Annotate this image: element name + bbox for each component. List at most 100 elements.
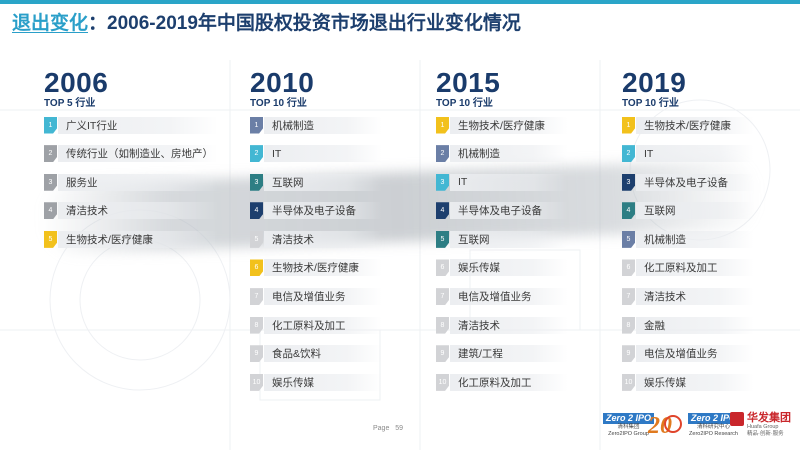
rank-badge: 5	[622, 230, 635, 248]
page-number: Page 59	[373, 425, 403, 432]
huafa-text-block: 华发集团 Huafa Group 精品·创新·服务	[747, 412, 791, 438]
industry-label: 娱乐传媒	[450, 259, 568, 277]
industry-label: 半导体及电子设备	[264, 202, 382, 220]
ranking-list: 1 广义IT行业 2 传统行业（如制造业、房地产） 3 服务业 4 清洁技术 5 生物技术…	[44, 115, 218, 249]
rank-badge: 5	[250, 230, 263, 248]
zero2ipo-logo-mark: Zero 2 IPO	[603, 413, 655, 424]
industry-label: 互联网	[264, 173, 382, 191]
rank-badge: 4	[44, 202, 57, 220]
rank-badge: 9	[250, 345, 263, 363]
rank-badge: 7	[436, 288, 449, 306]
list-item: 9 电信及增值业务	[622, 344, 754, 364]
research-logo-mark: Zero 2 IPO	[688, 413, 740, 424]
list-item: 8 清洁技术	[436, 315, 568, 335]
zero2ipo-logo-en: Zero2IPO Group	[608, 431, 649, 437]
title-separator: ：	[88, 13, 108, 34]
list-item: 6 娱乐传媒	[436, 258, 568, 278]
rank-badge: 9	[622, 345, 635, 363]
rank-badge: 8	[436, 316, 449, 334]
rank-badge: 5	[436, 230, 449, 248]
list-item: 7 电信及增值业务	[250, 287, 382, 307]
rank-badge: 10	[250, 373, 263, 391]
list-item: 4 清洁技术	[44, 201, 218, 221]
rank-badge: 2	[250, 145, 263, 163]
list-item: 1 广义IT行业	[44, 115, 218, 135]
industry-label: 服务业	[58, 173, 218, 191]
rank-badge: 10	[436, 373, 449, 391]
list-item: 2 IT	[250, 144, 382, 164]
ranking-list: 1 生物技术/医疗健康 2 IT 3 半导体及电子设备 4 互联网 5 机械制造 6 化工原…	[622, 115, 754, 392]
rank-badge: 4	[622, 202, 635, 220]
rank-badge: 8	[622, 316, 635, 334]
industry-label: IT	[450, 173, 568, 191]
rank-badge: 2	[44, 145, 57, 163]
rank-badge: 5	[44, 230, 57, 248]
ranking-list: 1 生物技术/医疗健康 2 机械制造 3 IT 4 半导体及电子设备 5 互联网 6 娱乐传…	[436, 115, 568, 392]
rank-badge: 4	[250, 202, 263, 220]
list-item: 1 生物技术/医疗健康	[436, 115, 568, 135]
industry-label: 传统行业（如制造业、房地产）	[58, 145, 218, 163]
rank-badge: 6	[436, 259, 449, 277]
rank-badge: 1	[250, 116, 263, 134]
column-2015: 2015 TOP 10 行业 1 生物技术/医疗健康 2 机械制造 3 IT 4 半导体…	[436, 68, 568, 401]
rank-badge: 4	[436, 202, 449, 220]
rank-badge: 9	[436, 345, 449, 363]
rank-badge: 1	[44, 116, 57, 134]
list-item: 3 互联网	[250, 172, 382, 192]
industry-label: 金融	[636, 316, 754, 334]
list-item: 10 化工原料及加工	[436, 372, 568, 392]
top-label: TOP 5 行业	[44, 98, 96, 109]
column-2010: 2010 TOP 10 行业 1 机械制造 2 IT 3 互联网 4 半导体及电子设备 …	[250, 68, 382, 401]
title-main: 2006-2019年中国股权投资市场退出行业变化情况	[107, 13, 521, 34]
list-item: 6 生物技术/医疗健康	[250, 258, 382, 278]
rank-badge: 6	[250, 259, 263, 277]
rank-badge: 1	[622, 116, 635, 134]
industry-label: 清洁技术	[450, 316, 568, 334]
industry-label: 广义IT行业	[58, 116, 218, 134]
rank-badge: 7	[250, 288, 263, 306]
list-item: 8 化工原料及加工	[250, 315, 382, 335]
rank-badge: 3	[436, 173, 449, 191]
industry-label: 机械制造	[450, 145, 568, 163]
list-item: 4 半导体及电子设备	[436, 201, 568, 221]
industry-label: 生物技术/医疗健康	[450, 116, 568, 134]
huafa-group-logo: 华发集团 Huafa Group 精品·创新·服务	[730, 412, 791, 438]
list-item: 4 半导体及电子设备	[250, 201, 382, 221]
year-heading: 2015	[436, 67, 501, 98]
industry-label: 化工原料及加工	[450, 373, 568, 391]
header-bar	[0, 0, 800, 40]
rank-badge: 6	[622, 259, 635, 277]
industry-label: 生物技术/医疗健康	[264, 259, 382, 277]
huafa-mark-icon	[730, 412, 744, 426]
rank-badge: 7	[622, 288, 635, 306]
list-item: 7 清洁技术	[622, 287, 754, 307]
industry-label: 半导体及电子设备	[450, 202, 568, 220]
industry-label: 互联网	[636, 202, 754, 220]
year-heading: 2006	[44, 67, 109, 98]
industry-label: 化工原料及加工	[264, 316, 382, 334]
title-accent: 退出变化	[12, 13, 89, 34]
year-heading: 2019	[622, 67, 687, 98]
page-value: 59	[395, 425, 403, 432]
page-title: 退出变化：2006-2019年中国股权投资市场退出行业变化情况	[12, 8, 521, 35]
industry-label: 清洁技术	[264, 230, 382, 248]
list-item: 5 互联网	[436, 229, 568, 249]
industry-label: 生物技术/医疗健康	[636, 116, 754, 134]
top-label: TOP 10 行业	[250, 98, 307, 109]
rank-badge: 2	[622, 145, 635, 163]
rank-badge: 3	[250, 173, 263, 191]
list-item: 2 传统行业（如制造业、房地产）	[44, 144, 218, 164]
list-item: 9 建筑/工程	[436, 344, 568, 364]
industry-label: 建筑/工程	[450, 345, 568, 363]
zero2ipo-group-logo: Zero 2 IPO 清科集团 Zero2IPO Group	[603, 413, 655, 437]
anniversary-20-logo: 20	[647, 413, 682, 439]
industry-label: 半导体及电子设备	[636, 173, 754, 191]
huafa-logo-en: Huafa Group	[747, 424, 779, 430]
list-item: 2 IT	[622, 144, 754, 164]
list-item: 5 机械制造	[622, 229, 754, 249]
list-item: 7 电信及增值业务	[436, 287, 568, 307]
list-item: 10 娱乐传媒	[622, 372, 754, 392]
top-label: TOP 10 行业	[622, 98, 679, 109]
list-item: 1 生物技术/医疗健康	[622, 115, 754, 135]
zero2ipo-research-logo: Zero 2 IPO 清科研究中心 Zero2IPO Research	[688, 413, 740, 437]
